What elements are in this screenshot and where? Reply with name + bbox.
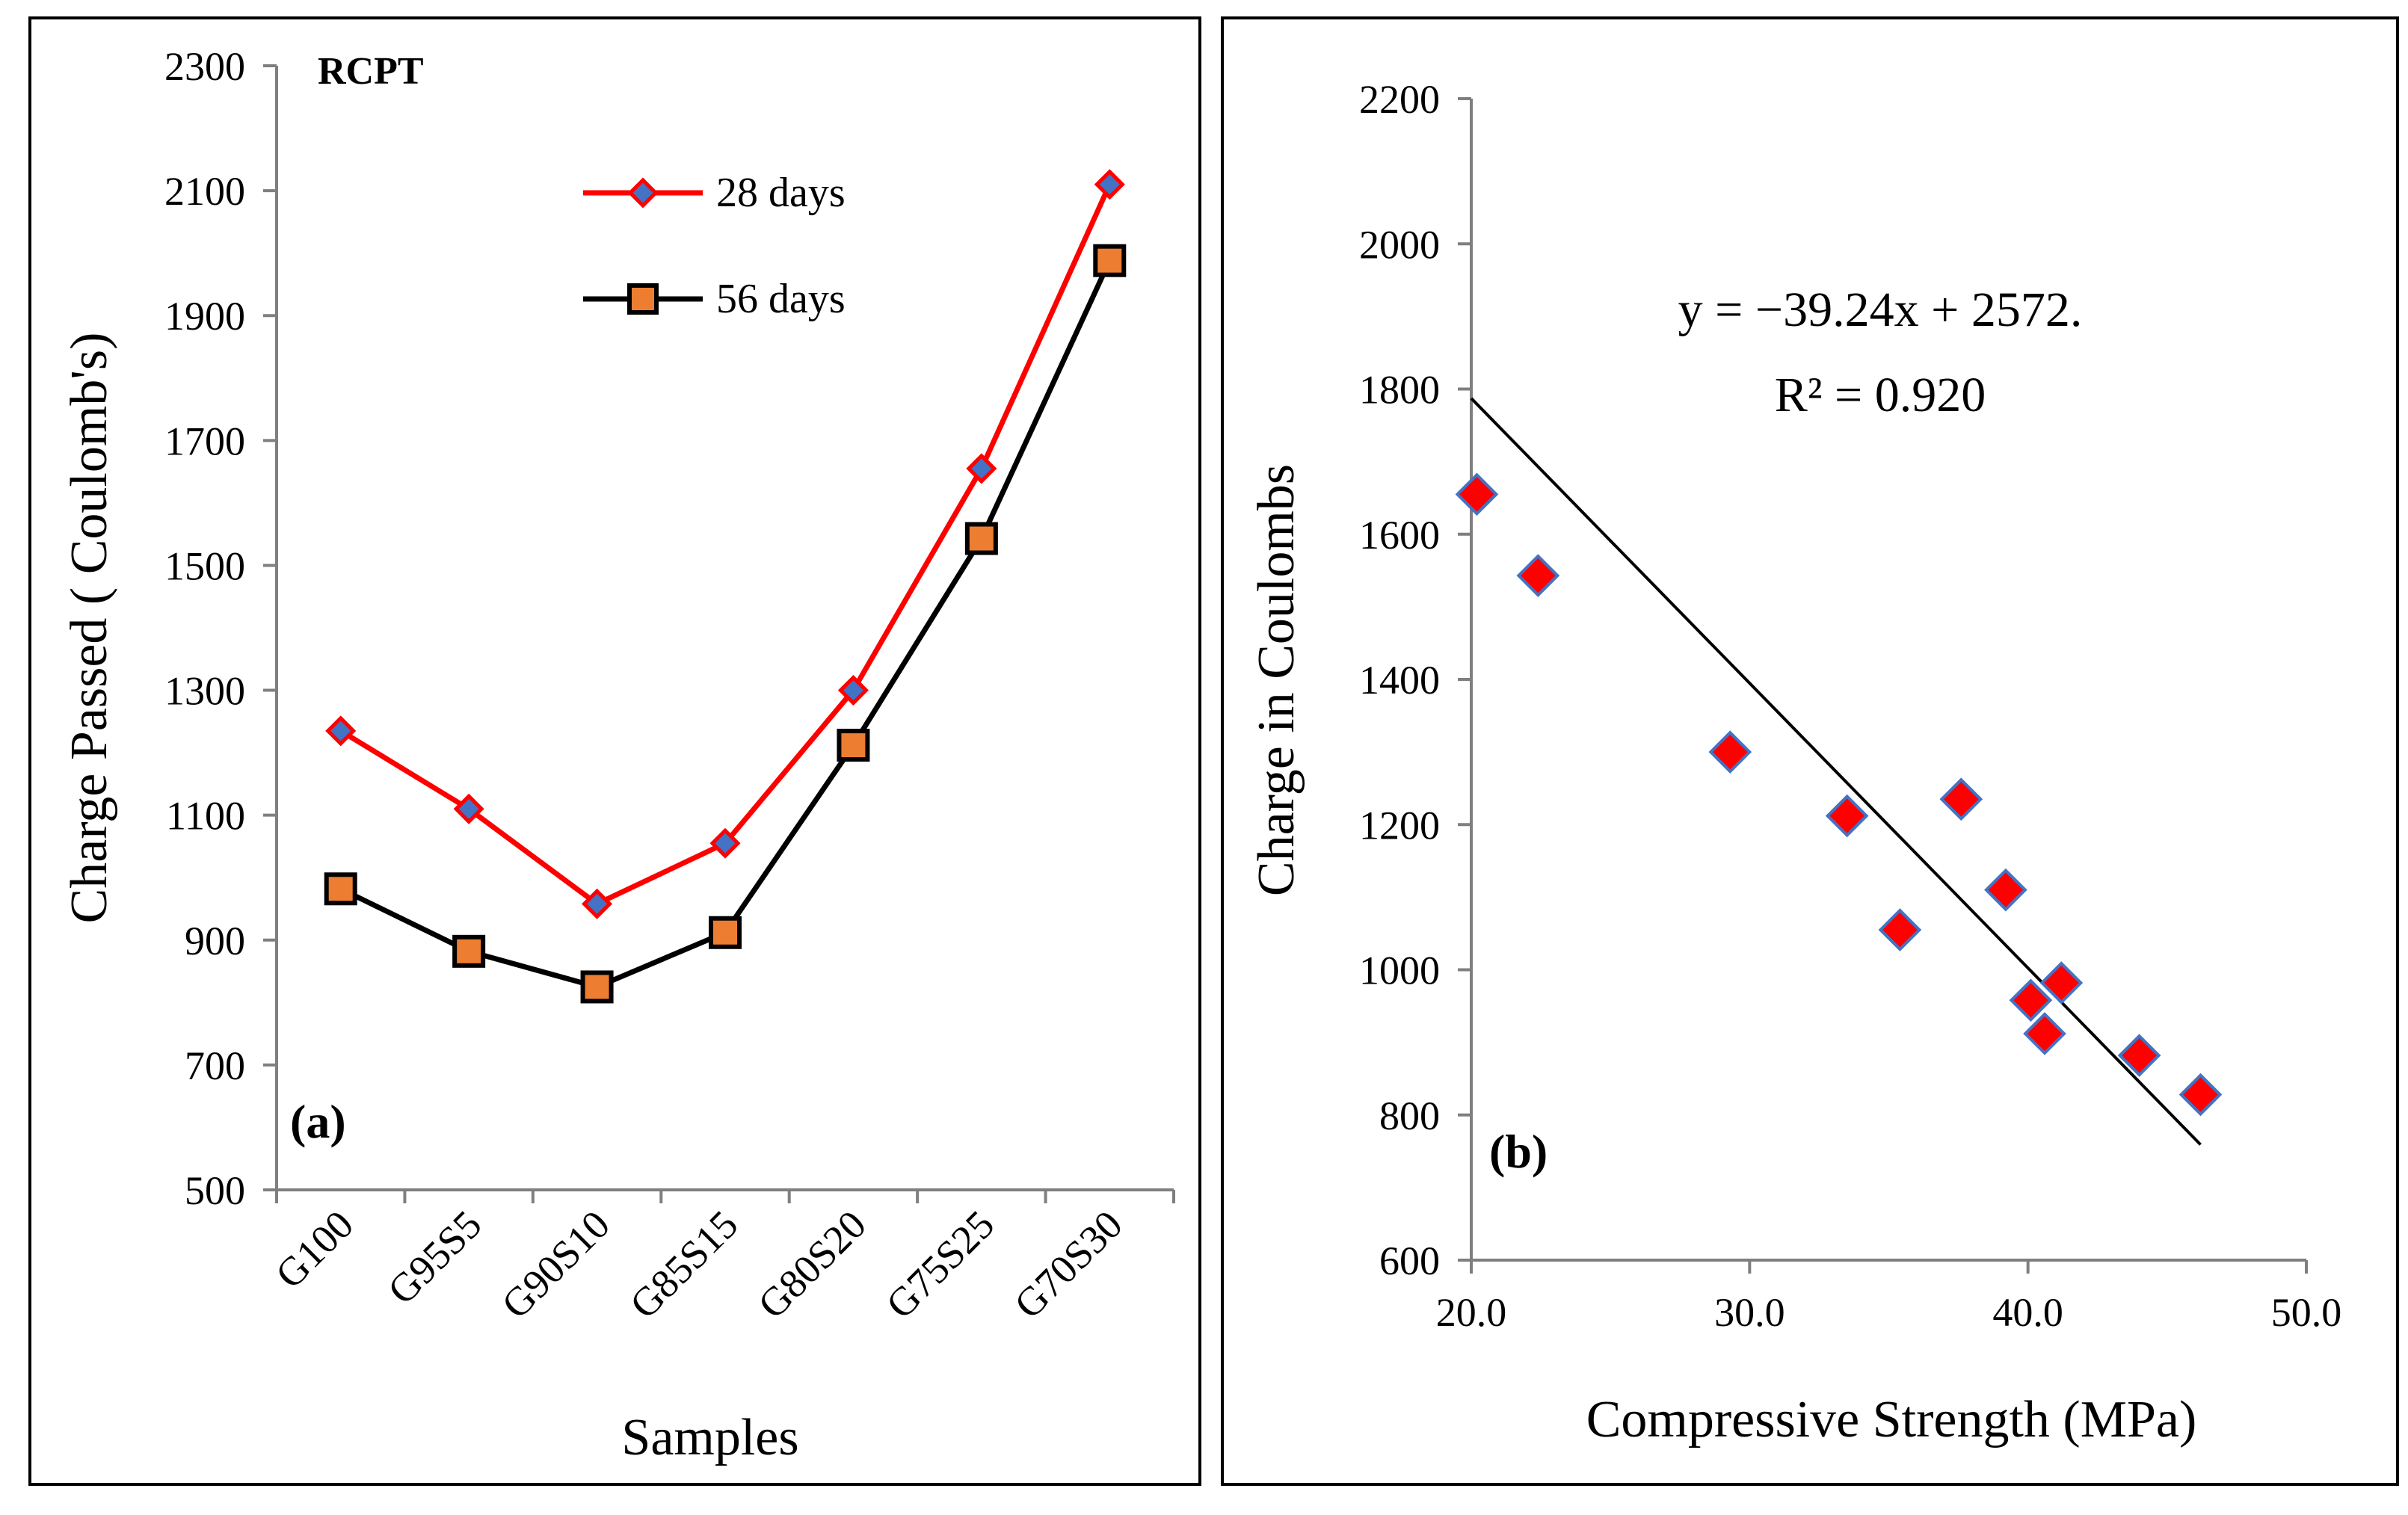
b-y-tick-label: 1800 <box>1359 368 1440 413</box>
legend-56-days-marker <box>627 283 659 315</box>
a-x-tick-label: G75S25 <box>878 1202 1003 1327</box>
legend-28-days-marker <box>627 177 659 209</box>
point-56-days <box>837 729 870 762</box>
panel-a-title: RCPT <box>318 50 424 93</box>
scatter-point <box>2039 961 2084 1005</box>
legend-56-days-label: 56 days <box>716 276 846 322</box>
point-28-days <box>837 675 869 706</box>
scatter-point <box>1516 554 1560 597</box>
b-y-tick-label: 1400 <box>1359 658 1440 703</box>
b-y-tick-label: 600 <box>1379 1238 1440 1283</box>
scatter-point <box>1878 908 1922 951</box>
point-28-days <box>453 793 484 824</box>
point-56-days <box>580 970 614 1004</box>
a-y-tick-label: 1300 <box>164 669 245 714</box>
a-y-tick-label: 500 <box>185 1168 245 1213</box>
a-y-tick-label: 1900 <box>164 294 245 339</box>
b-y-tick-label: 1000 <box>1359 948 1440 993</box>
scatter-point <box>2178 1073 2223 1117</box>
point-28-days <box>1094 169 1125 200</box>
panel-b-label: (b) <box>1489 1125 1548 1178</box>
a-x-tick-label: G95S5 <box>379 1202 490 1313</box>
panel-b-frame <box>1221 16 2399 1486</box>
legend-28-days-label: 28 days <box>716 170 846 216</box>
panel-a-chart: 500 700 900 1100 1300 1500 1700 1900 2100 2300 G1… <box>28 16 1201 1486</box>
point-56-days <box>1093 244 1127 277</box>
b-x-tick-label: 50.0 <box>2271 1290 2342 1335</box>
panel-b-r-squared: R² = 0.920 <box>1775 368 1986 422</box>
a-y-tick-label: 900 <box>185 919 245 963</box>
a-y-tick-label: 1500 <box>164 543 245 588</box>
panel-a-legend: 28 days 56 days <box>583 170 846 322</box>
panel-a-frame <box>28 16 1201 1486</box>
b-y-tick-label: 2200 <box>1359 77 1440 122</box>
a-x-tick-label: G100 <box>267 1202 362 1297</box>
a-y-tick-label: 2100 <box>164 169 245 214</box>
scatter-point <box>2009 978 2053 1022</box>
point-56-days <box>452 934 486 968</box>
b-y-tick-label: 1600 <box>1359 513 1440 558</box>
point-56-days <box>324 872 357 906</box>
point-56-days <box>964 522 998 555</box>
panel-b-chart: 600 800 1000 1200 1400 1600 1800 2000 2200 20.0 3… <box>1221 16 2399 1486</box>
b-x-tick-label: 40.0 <box>1992 1290 2063 1335</box>
a-y-tick-label: 2300 <box>164 44 245 89</box>
series-56-days-line <box>339 259 1112 990</box>
b-y-tick-label: 1200 <box>1359 803 1440 848</box>
panel-b-equation: y = −39.24x + 2572. <box>1678 283 2083 337</box>
scatter-point <box>2117 1034 2161 1077</box>
a-x-tick-label: G70S30 <box>1006 1202 1131 1327</box>
a-x-tick-label: G90S10 <box>493 1202 618 1327</box>
b-y-tick-label: 800 <box>1379 1093 1440 1138</box>
panel-a-y-axis-title: Charge Passed ( Coulomb's) <box>61 333 118 924</box>
point-28-days <box>709 827 741 859</box>
scatter-point <box>1708 730 1752 774</box>
point-28-days <box>582 888 613 919</box>
a-y-tick-label: 700 <box>185 1043 245 1088</box>
panel-a-x-axis-title: Samples <box>621 1409 798 1466</box>
b-y-tick-label: 2000 <box>1359 222 1440 267</box>
scatter-point <box>2023 1012 2066 1055</box>
panel-a-label: (a) <box>290 1095 346 1148</box>
b-x-tick-label: 30.0 <box>1714 1290 1785 1335</box>
a-x-tick-label: G85S15 <box>621 1202 747 1327</box>
point-28-days <box>325 715 357 747</box>
scatter-point <box>1455 472 1499 516</box>
b-x-tick-label: 20.0 <box>1436 1290 1507 1335</box>
point-28-days <box>966 453 997 484</box>
panel-b-x-axis-title: Compressive Strength (MPa) <box>1586 1391 2197 1448</box>
panel-b-y-axis-title: Charge in Coulombs <box>1248 464 1305 896</box>
a-y-tick-label: 1700 <box>164 419 245 463</box>
scatter-point <box>1984 868 2027 912</box>
point-56-days <box>709 916 742 949</box>
a-y-tick-label: 1100 <box>166 794 245 839</box>
scatter-point <box>1825 794 1869 838</box>
scatter-point <box>1939 777 1983 821</box>
a-x-tick-label: G80S20 <box>749 1202 875 1327</box>
panel-b-trendline <box>1470 397 2202 1146</box>
